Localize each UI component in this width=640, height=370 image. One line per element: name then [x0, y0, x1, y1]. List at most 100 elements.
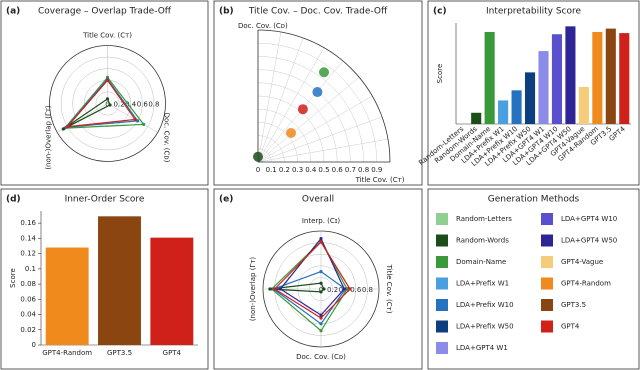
- y-tick-label: 0.02: [20, 326, 36, 334]
- series-point: [319, 313, 323, 317]
- legend-title: Generation Methods: [488, 195, 580, 205]
- x-axis-label: Title Cov. (Cᴛ): [355, 176, 405, 184]
- grid-arc: [257, 82, 338, 163]
- chart-title: Overall: [302, 195, 334, 205]
- series-point: [342, 287, 346, 291]
- series-point: [319, 236, 323, 241]
- series-point: [319, 316, 323, 320]
- chart-title: Title Cov. – Doc. Cov. Trade-Off: [248, 7, 388, 17]
- bar: [605, 28, 616, 124]
- axis-label: (non-)Overlap (Γᴛ): [249, 257, 257, 322]
- legend-swatch: [541, 256, 553, 268]
- legend-label: Random-Words: [456, 237, 509, 245]
- grid-arc: [257, 122, 298, 163]
- x-tick-label: GPT4-Random: [42, 349, 92, 357]
- legend-swatch: [541, 213, 553, 225]
- series-point: [108, 103, 112, 107]
- x-tick-label: 0: [256, 166, 260, 174]
- legend-swatch: [436, 213, 448, 225]
- legend-label: LDA+Prefix W50: [456, 323, 514, 331]
- r-tick-label: 0.2: [327, 286, 338, 294]
- grid-arc: [257, 108, 312, 163]
- y-tick-label: 0.12: [20, 250, 36, 258]
- y-axis-label: Score: [436, 64, 444, 84]
- legend-swatch: [541, 320, 553, 333]
- r-tick-label: 0.8: [362, 286, 373, 294]
- r-tick-label: 0.8: [148, 101, 159, 109]
- legend-label: GPT4-Vague: [561, 258, 603, 266]
- bar: [511, 90, 522, 124]
- series-point: [322, 287, 326, 291]
- series-polygon: [62, 97, 111, 130]
- legend-label: Random-Letters: [456, 215, 512, 223]
- series-point: [268, 287, 272, 291]
- bar: [98, 216, 141, 345]
- legend-swatch: [541, 234, 553, 247]
- series-point: [105, 78, 110, 82]
- bar: [578, 86, 589, 124]
- series-point: [348, 287, 352, 291]
- series-point: [133, 117, 137, 122]
- series-point: [136, 119, 140, 123]
- axis-label: Title Cov. (Cᴛ): [82, 32, 132, 40]
- legend-swatch: [541, 299, 553, 311]
- scatter-point: [319, 67, 329, 78]
- x-tick-label: GPT4: [163, 349, 182, 357]
- grid-arc: [257, 135, 285, 163]
- legend-swatch: [541, 277, 553, 290]
- series-point: [65, 125, 69, 129]
- x-tick-label: GPT3.5: [107, 349, 132, 357]
- series-point: [142, 122, 146, 126]
- legend-label: LDA+GPT4 W1: [456, 344, 508, 352]
- series-polygon: [63, 76, 145, 129]
- panel-label: (e): [219, 195, 233, 205]
- legend-swatch: [436, 256, 448, 268]
- series-point: [319, 322, 323, 326]
- outer-arc: [257, 29, 391, 163]
- series-point: [61, 127, 65, 131]
- scatter-point: [312, 87, 323, 98]
- x-tick-label: 0.2: [279, 166, 290, 174]
- scatter-point: [253, 151, 263, 162]
- legend-label: GPT4-Random: [561, 280, 611, 288]
- legend-label: Domain-Name: [456, 258, 506, 266]
- axis-label: Doc. Cov. (Cᴅ): [162, 113, 170, 163]
- bar: [619, 33, 630, 124]
- x-tick-label: 0.3: [292, 166, 303, 174]
- x-tick-label: 0.8: [358, 166, 369, 174]
- scatter-point: [286, 127, 296, 138]
- grid-arc: [257, 69, 351, 163]
- bar: [524, 72, 536, 124]
- series-point: [319, 270, 323, 274]
- grid-arc: [257, 42, 378, 163]
- x-tick-label: 0.5: [318, 166, 329, 174]
- bar: [150, 237, 194, 345]
- axis-label: Title Cov. (Cᴛ): [385, 264, 393, 314]
- legend-swatch: [436, 234, 448, 247]
- x-tick-label: 0.1: [266, 166, 277, 174]
- legend-label: LDA+Prefix W1: [456, 280, 509, 288]
- y-tick-label: 0.14: [20, 234, 36, 242]
- legend-label: LDA+GPT4 W10: [561, 215, 617, 223]
- x-tick-label: 0.4: [305, 166, 317, 174]
- chart-title: Inner-Order Score: [65, 195, 145, 205]
- x-tick-label: 0.9: [371, 166, 382, 174]
- series-polygon: [65, 79, 137, 128]
- y-axis-label: Doc. Cov. (Cᴅ): [238, 22, 288, 30]
- series-polygon: [273, 241, 351, 319]
- series-point: [278, 287, 282, 291]
- legend-label: GPT4: [561, 323, 580, 331]
- scatter-point: [297, 104, 308, 115]
- y-axis-label: Score: [9, 268, 17, 288]
- legend-swatch: [436, 342, 448, 354]
- series-point: [319, 290, 323, 294]
- bar: [471, 112, 482, 124]
- grid-arc: [257, 56, 364, 163]
- y-tick-label: 0.06: [20, 295, 36, 303]
- series-point: [319, 281, 323, 285]
- series-point: [273, 287, 277, 291]
- y-tick-label: 0.1: [25, 265, 36, 273]
- x-tick-label: 0.7: [345, 166, 356, 174]
- bar: [538, 51, 549, 124]
